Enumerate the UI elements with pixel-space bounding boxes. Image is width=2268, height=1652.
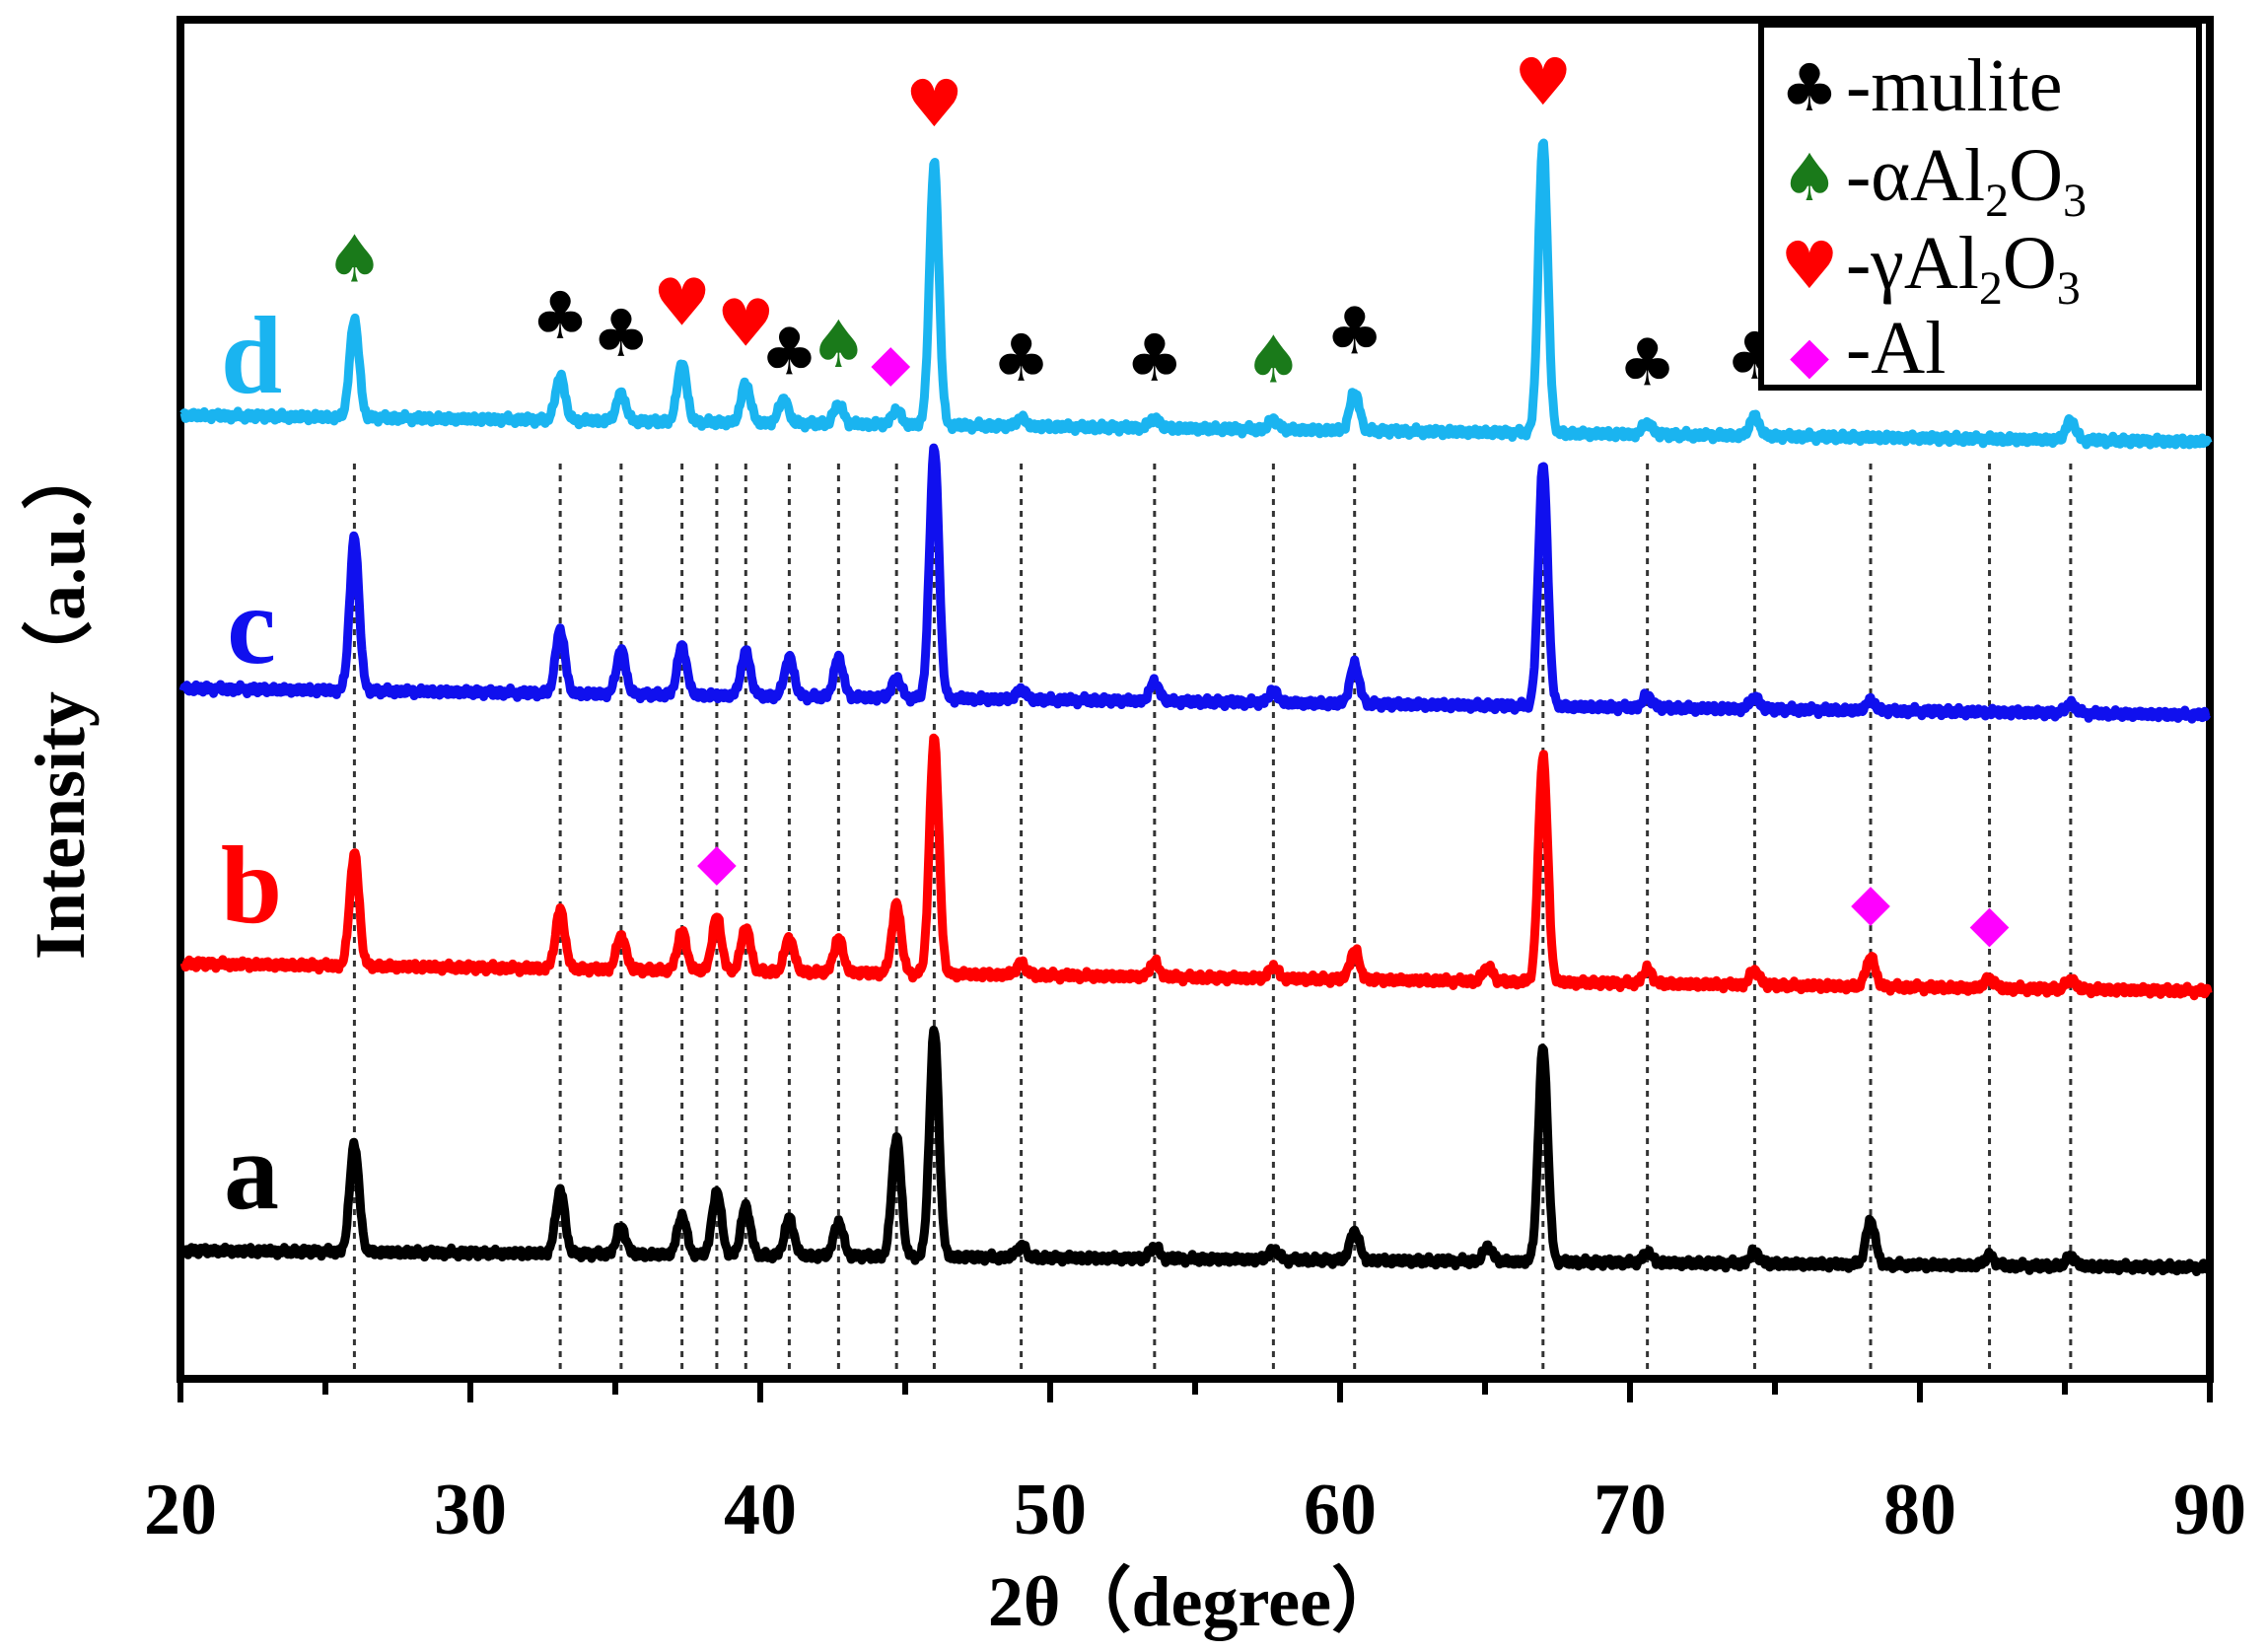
peak-marker: ♠: [810, 307, 868, 383]
x-tick-label: 20: [144, 1470, 217, 1550]
legend-label: -αAl2O3: [1846, 134, 2087, 227]
x-tick-label: 80: [1883, 1470, 1956, 1550]
x-axis-title: 2θ（degree）: [988, 1562, 1402, 1641]
legend-label: -mulite: [1846, 44, 2063, 127]
legend-box: [1758, 22, 2202, 391]
legend-symbol: ♠: [1780, 140, 1838, 216]
x-tick-label: 50: [1014, 1470, 1087, 1550]
peak-marker: ♣: [532, 278, 590, 354]
legend-label: -γAl2O3: [1846, 222, 2081, 315]
legend: ♣ -mulite♠ -αAl2O3♥ -γAl2O3 ◆ -Al: [1758, 22, 2202, 391]
peak-marker: ◆: [697, 832, 737, 892]
peak-marker: ♣: [1325, 294, 1383, 370]
y-axis-title: Intensity（a.u.）: [21, 439, 100, 960]
peak-marker: ♣: [1618, 325, 1676, 401]
x-tick-label: 60: [1304, 1470, 1377, 1550]
series-label-b: b: [221, 825, 282, 947]
legend-symbol: ◆: [1790, 326, 1829, 386]
series-layer: [178, 138, 2213, 1276]
x-tick-label: 30: [434, 1470, 507, 1550]
series-label-c: c: [227, 565, 276, 687]
x-tick-label: 90: [2173, 1470, 2246, 1550]
peak-marker: ♣: [592, 296, 650, 372]
series-label-d: d: [221, 295, 282, 417]
peak-marker: ♠: [1244, 323, 1303, 398]
legend-symbol: ♣: [1780, 50, 1838, 126]
peak-marker: ♣: [760, 315, 818, 391]
peak-marker: ♥: [905, 66, 963, 142]
series-line-c: [178, 443, 2212, 724]
series-line-d: [179, 138, 2213, 450]
peak-marker: ◆: [1970, 895, 2010, 954]
x-tick-label: 70: [1594, 1470, 1666, 1550]
peak-marker: ♥: [1514, 44, 1572, 120]
x-tick-label: 40: [724, 1470, 797, 1550]
legend-label: -Al: [1846, 307, 1946, 390]
peak-marker: ◆: [1851, 873, 1890, 932]
legend-symbol: ♥: [1780, 228, 1838, 304]
peak-marker: ♥: [717, 286, 775, 362]
peak-marker: ♥: [653, 265, 711, 341]
peak-marker: ♣: [992, 321, 1050, 396]
reference-lines: [352, 464, 2073, 1369]
x-axis: 20 30 40 50 60 70 80 90: [144, 1379, 2246, 1550]
series-line-a: [179, 1025, 2212, 1276]
peak-marker: ♠: [325, 221, 384, 297]
series-label-a: a: [224, 1111, 279, 1233]
peak-marker: ♣: [1125, 321, 1183, 396]
series-labels: a b c d: [221, 295, 282, 1233]
peak-marker: ◆: [871, 334, 910, 394]
series-line-b: [179, 733, 2213, 1001]
